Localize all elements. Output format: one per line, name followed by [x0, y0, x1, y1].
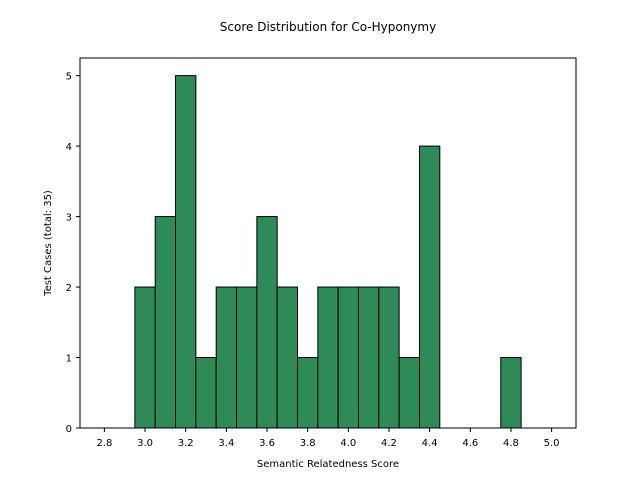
histogram-bar: [175, 75, 197, 429]
x-tick-label: 3.2: [178, 438, 194, 449]
x-tick-label: 4.2: [381, 438, 397, 449]
histogram-bar: [398, 357, 420, 429]
y-tick-label: 3: [66, 213, 72, 224]
y-axis-label: Test Cases (total: 35): [43, 190, 54, 297]
histogram-bar: [418, 145, 441, 429]
bars-group: [134, 75, 522, 429]
histogram-bar: [276, 286, 299, 429]
y-tick-label: 4: [66, 142, 72, 153]
x-tick-label: 4.8: [503, 438, 519, 449]
plot-frame: [79, 57, 577, 429]
histogram-bar: [215, 286, 238, 429]
histogram-bar: [317, 286, 339, 429]
x-tick-label: 5.0: [544, 438, 560, 449]
x-tick-label: 4.4: [422, 438, 438, 449]
y-tick-label: 2: [66, 283, 72, 294]
histogram-bar: [154, 216, 177, 429]
histogram-bar: [500, 357, 522, 429]
histogram-bar: [195, 357, 217, 429]
x-tick-label: 3.0: [137, 438, 153, 449]
x-axis-label: Semantic Relatedness Score: [257, 459, 399, 470]
histogram-bar: [134, 286, 156, 429]
x-tick-label: 2.8: [96, 438, 112, 449]
histogram-bar: [297, 357, 319, 429]
y-axis-ticks: 0 1 2 3 4 5: [66, 72, 80, 435]
histogram-bar: [378, 286, 400, 429]
y-tick-label: 1: [66, 354, 72, 365]
histogram-bar: [337, 286, 359, 429]
y-tick-label: 0: [66, 424, 72, 435]
x-tick-label: 3.4: [218, 438, 234, 449]
x-tick-label: 3.8: [300, 438, 316, 449]
x-tick-label: 3.6: [259, 438, 275, 449]
y-tick-label: 5: [66, 72, 72, 83]
x-tick-label: 4.0: [340, 438, 356, 449]
chart-title: Score Distribution for Co-Hyponymy: [220, 20, 436, 34]
histogram-bar: [236, 286, 258, 429]
x-axis-ticks: 2.8 3.0 3.2 3.4 3.6 3.8 4.0 4.2 4.4 4.6 4.8 5.0: [96, 428, 560, 449]
histogram-bar: [256, 216, 278, 429]
histogram-bar: [357, 286, 380, 429]
x-tick-label: 4.6: [462, 438, 478, 449]
